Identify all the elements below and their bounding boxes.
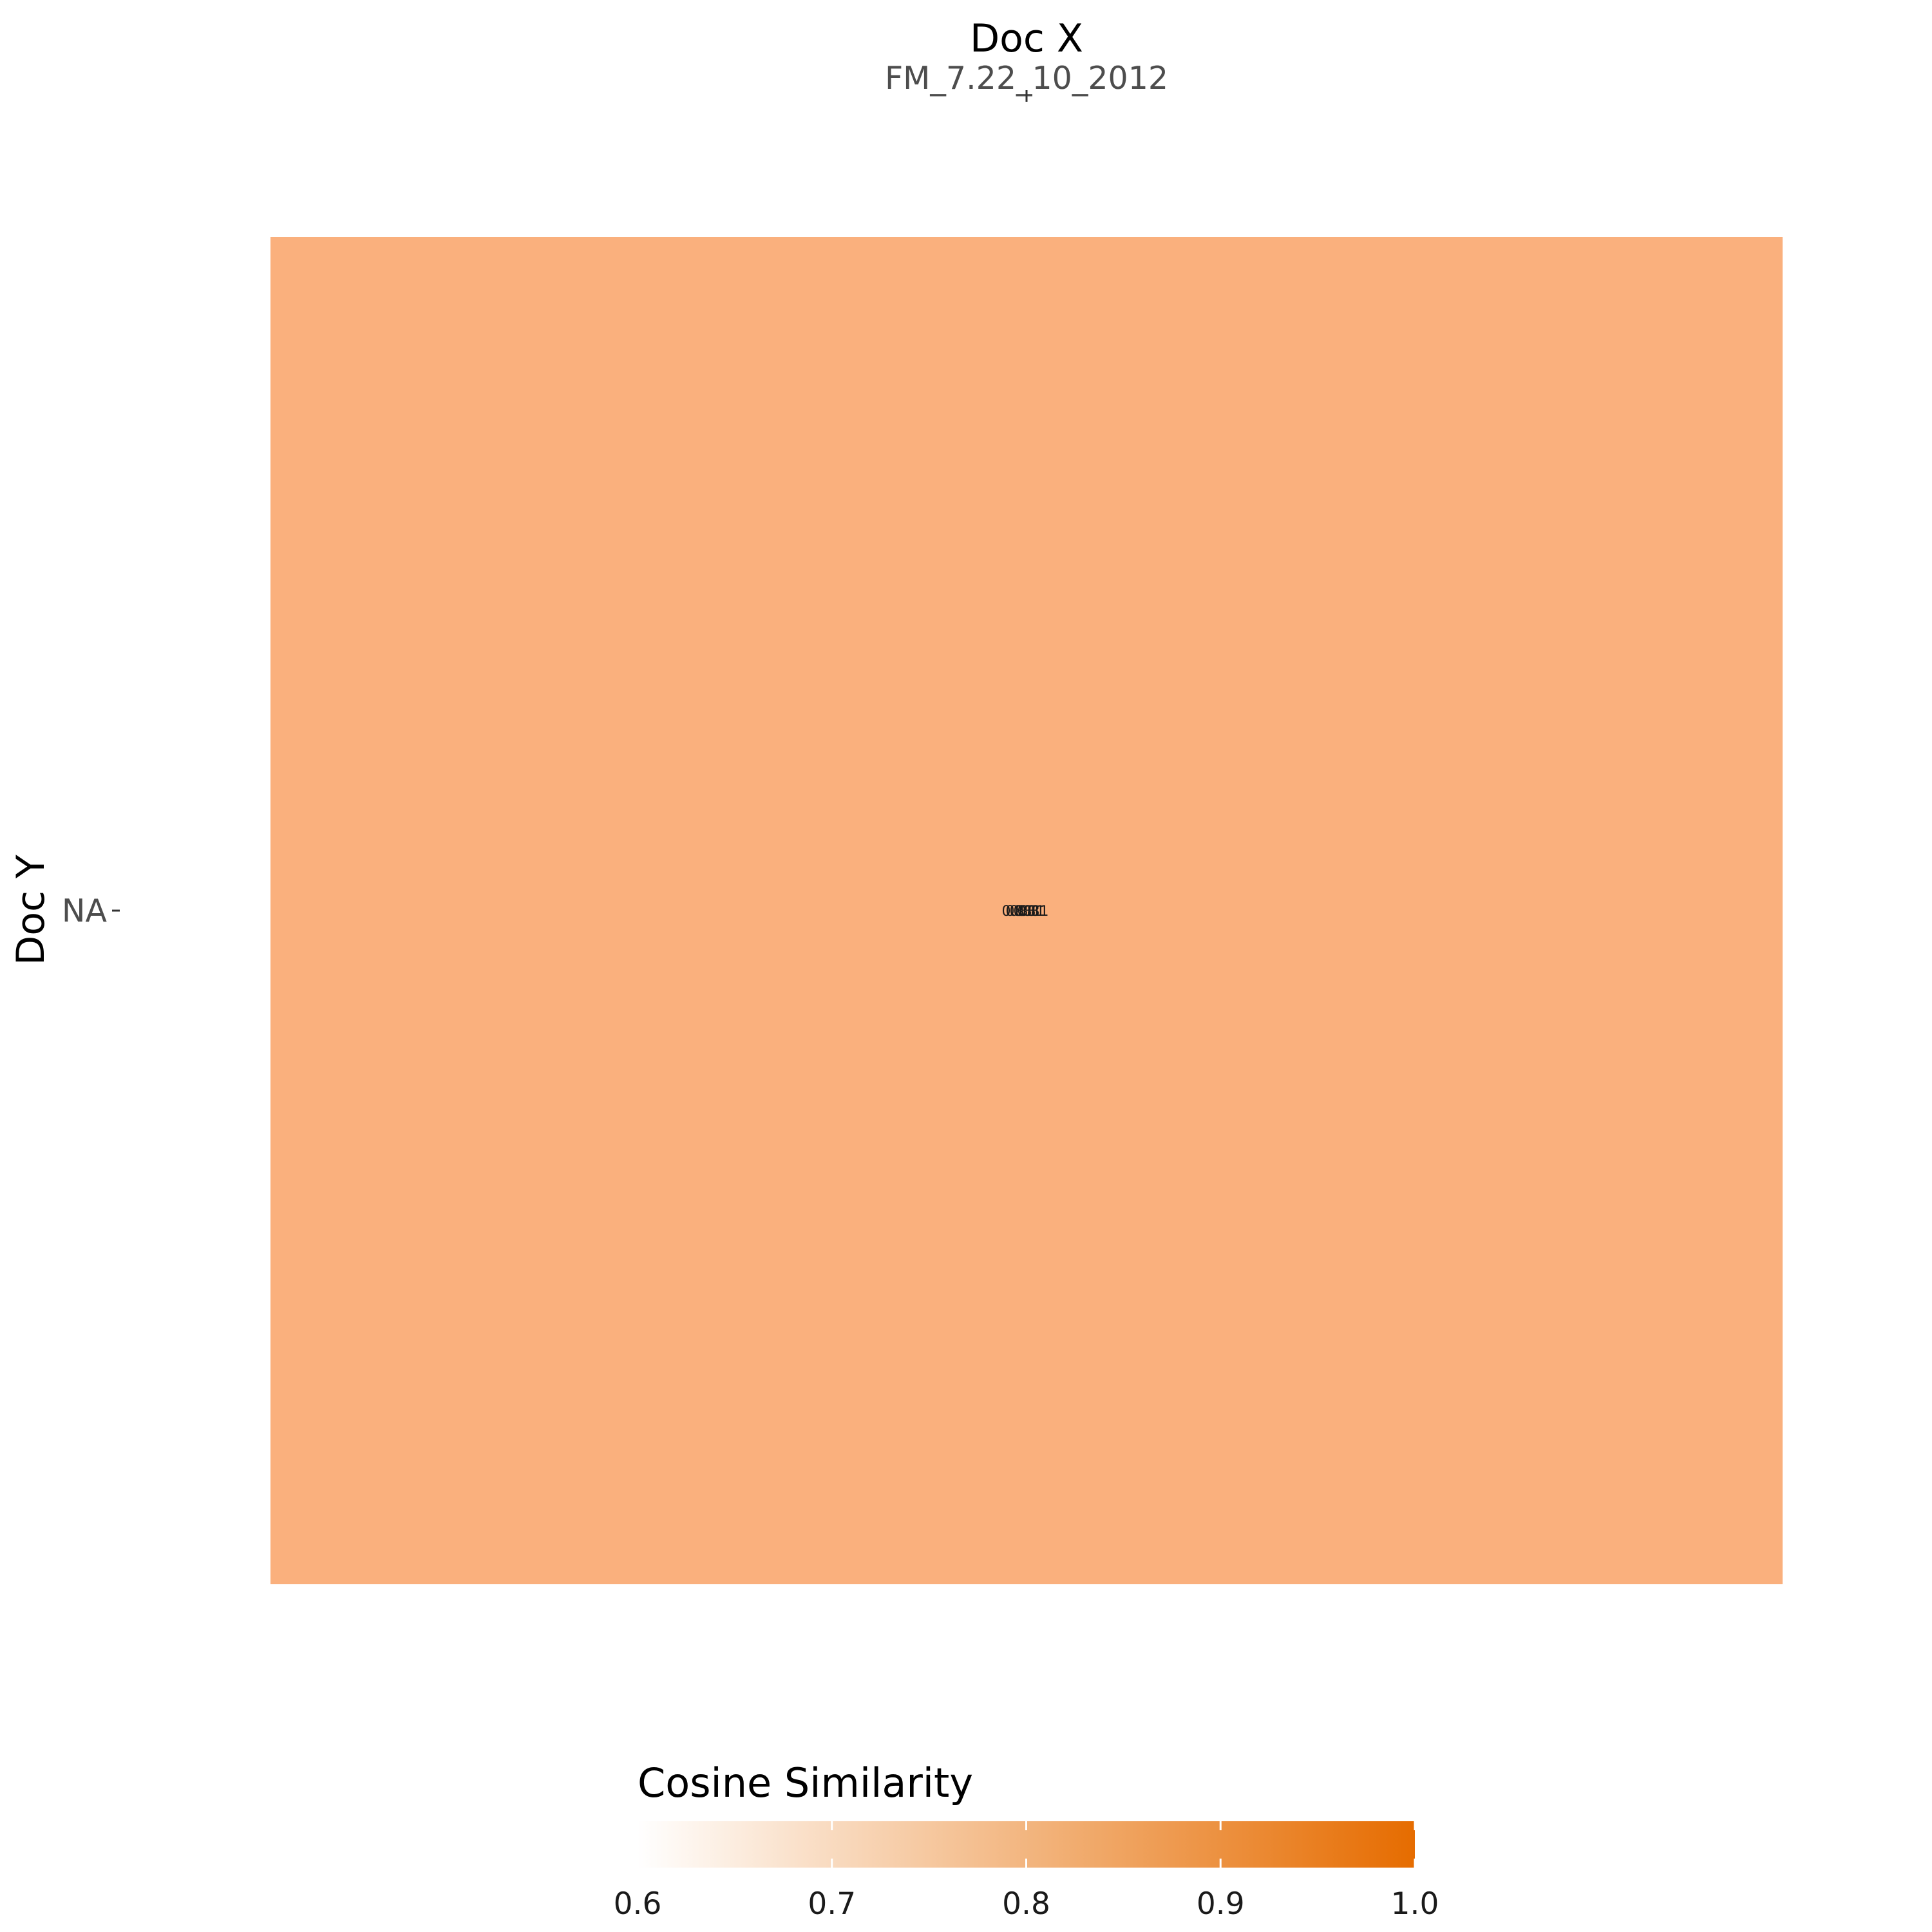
legend-tick-label: 0.8	[1002, 1886, 1050, 1922]
heatmap-cells	[270, 237, 1783, 1584]
color-legend: Cosine Similarity 0.6 0.7 0.8 0.9 1.0	[614, 1759, 1439, 1922]
y-axis-ticks: NA	[62, 893, 120, 929]
cell-value-label: 0.81	[1006, 904, 1037, 920]
legend-ticks: 0.6 0.7 0.8 0.9 1.0	[614, 1821, 1439, 1922]
cell-value-label: 0.81	[1010, 904, 1041, 920]
legend-title: Cosine Similarity	[638, 1759, 973, 1806]
cell-labels: 0.810.810.810.810.81	[1002, 904, 1049, 920]
cell-value-label: 0.81	[1018, 904, 1049, 920]
y-tick-label: NA	[62, 893, 108, 929]
cell-value-label: 0.81	[1014, 904, 1045, 920]
legend-tick-label: 1.0	[1391, 1886, 1439, 1922]
x-axis-title: Doc X	[970, 16, 1083, 61]
legend-tick-label: 0.6	[614, 1886, 662, 1922]
legend-tick-label: 0.7	[808, 1886, 856, 1922]
x-axis-ticks: FM_7.22_10_2012	[885, 60, 1168, 102]
heatmap-cell	[270, 237, 1783, 1584]
cell-value-label: 0.81	[1002, 904, 1034, 920]
legend-tick-label: 0.9	[1197, 1886, 1245, 1922]
y-axis-title: Doc Y	[8, 855, 53, 965]
